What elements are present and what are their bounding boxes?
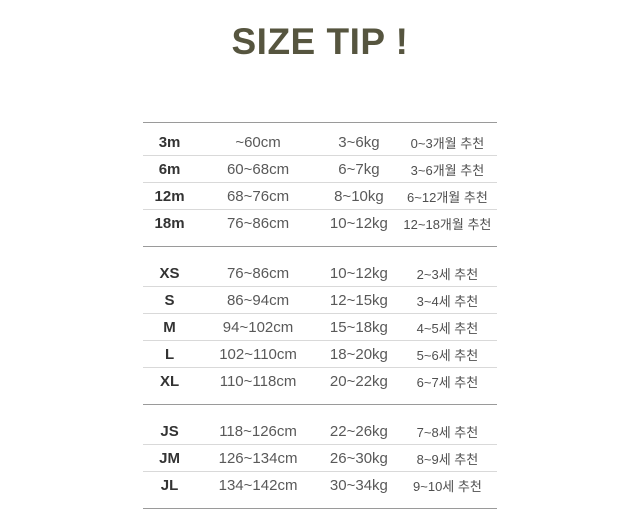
age-recommendation: 6~7세 추천 <box>416 374 479 390</box>
size-label: JL <box>160 476 179 494</box>
age-recommendation: 0~3개월 추천 <box>410 135 485 151</box>
height-range: 118~126cm <box>219 422 297 440</box>
table-row: 3m ~60cm 3~6kg 0~3개월 추천 <box>143 129 497 155</box>
table-row: XL 110~118cm 20~22kg 6~7세 추천 <box>143 367 497 394</box>
section-kids-sizes: XS 76~86cm 10~12kg 2~3세 추천 S 86~94cm 12~… <box>143 254 497 405</box>
table-row: JM 126~134cm 26~30kg 8~9세 추천 <box>143 444 497 471</box>
height-range: 68~76cm <box>226 187 290 205</box>
height-range: 86~94cm <box>226 291 290 309</box>
size-label: JS <box>160 422 179 440</box>
table-row: L 102~110cm 18~20kg 5~6세 추천 <box>143 340 497 367</box>
age-recommendation: 9~10세 추천 <box>413 478 482 494</box>
weight-range: 8~10kg <box>334 187 384 205</box>
table-row: JS 118~126cm 22~26kg 7~8세 추천 <box>143 418 497 444</box>
section-baby-months: 3m ~60cm 3~6kg 0~3개월 추천 6m 60~68cm 6~7kg… <box>143 122 497 247</box>
weight-range: 10~12kg <box>329 214 388 232</box>
age-recommendation: 7~8세 추천 <box>416 424 479 440</box>
size-label: M <box>163 318 176 336</box>
weight-range: 6~7kg <box>338 160 380 178</box>
page-title: SIZE TIP ! <box>231 21 409 62</box>
height-range: 94~102cm <box>222 318 294 336</box>
table-row: XS 76~86cm 10~12kg 2~3세 추천 <box>143 260 497 286</box>
weight-range: 26~30kg <box>329 449 388 467</box>
size-label: XS <box>159 264 180 282</box>
height-range: ~60cm <box>235 133 281 151</box>
table-row: JL 134~142cm 30~34kg 9~10세 추천 <box>143 471 497 498</box>
height-range: 102~110cm <box>219 345 297 363</box>
height-range: 134~142cm <box>218 476 298 494</box>
height-range: 60~68cm <box>226 160 290 178</box>
table-row: 6m 60~68cm 6~7kg 3~6개월 추천 <box>143 155 497 182</box>
size-table: 3m ~60cm 3~6kg 0~3개월 추천 6m 60~68cm 6~7kg… <box>143 122 497 509</box>
height-range: 76~86cm <box>226 214 290 232</box>
age-recommendation: 6~12개월 추천 <box>407 189 488 205</box>
weight-range: 10~12kg <box>329 264 388 282</box>
table-row: S 86~94cm 12~15kg 3~4세 추천 <box>143 286 497 313</box>
size-label: XL <box>159 372 180 390</box>
size-label: 6m <box>158 160 181 178</box>
age-recommendation: 4~5세 추천 <box>416 320 479 336</box>
weight-range: 30~34kg <box>329 476 388 494</box>
height-range: 110~118cm <box>219 372 297 390</box>
size-label: S <box>164 291 175 309</box>
size-label: 3m <box>158 133 181 151</box>
age-recommendation: 12~18개월 추천 <box>403 216 492 232</box>
height-range: 76~86cm <box>226 264 290 282</box>
table-row: M 94~102cm 15~18kg 4~5세 추천 <box>143 313 497 340</box>
size-label: L <box>164 345 175 363</box>
weight-range: 12~15kg <box>329 291 388 309</box>
size-label: JM <box>159 449 180 467</box>
weight-range: 20~22kg <box>329 372 388 390</box>
weight-range: 22~26kg <box>329 422 388 440</box>
table-row: 18m 76~86cm 10~12kg 12~18개월 추천 <box>143 209 497 236</box>
section-junior-sizes: JS 118~126cm 22~26kg 7~8세 추천 JM 126~134c… <box>143 412 497 509</box>
age-recommendation: 2~3세 추천 <box>416 266 479 282</box>
age-recommendation: 8~9세 추천 <box>416 451 479 467</box>
size-label: 18m <box>154 214 185 232</box>
height-range: 126~134cm <box>218 449 298 467</box>
size-label: 12m <box>154 187 185 205</box>
age-recommendation: 3~6개월 추천 <box>410 162 485 178</box>
age-recommendation: 5~6세 추천 <box>416 347 479 363</box>
table-row: 12m 68~76cm 8~10kg 6~12개월 추천 <box>143 182 497 209</box>
age-recommendation: 3~4세 추천 <box>416 293 479 309</box>
weight-range: 3~6kg <box>338 133 380 151</box>
weight-range: 15~18kg <box>329 318 388 336</box>
weight-range: 18~20kg <box>329 345 388 363</box>
